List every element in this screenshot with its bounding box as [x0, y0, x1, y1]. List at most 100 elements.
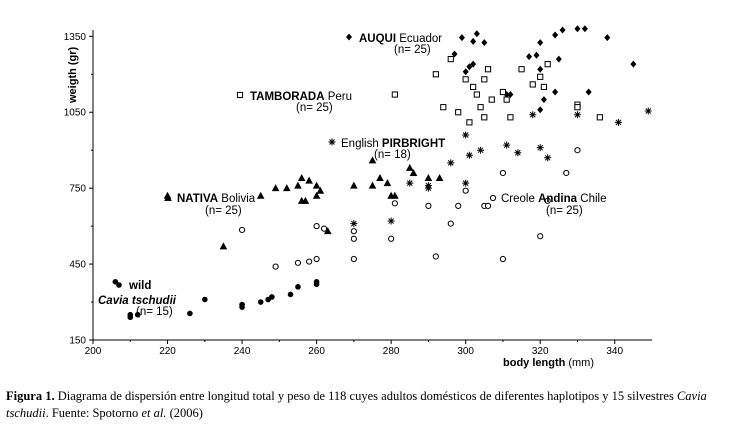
axes: [89, 30, 652, 344]
point-tamborada: [462, 76, 469, 83]
point-andina: [537, 233, 544, 240]
point-tamborada: [507, 114, 514, 121]
point-auqui: [533, 51, 540, 59]
point-pirbright: [614, 118, 622, 126]
point-tamborada: [518, 66, 525, 73]
point-auqui: [526, 53, 533, 61]
x-tick-label: 200: [85, 346, 102, 357]
point-auqui: [552, 88, 559, 96]
y-tick-label: 150: [69, 336, 86, 347]
svg-text:(n= 15): (n= 15): [136, 306, 173, 318]
series-nativa: [163, 156, 444, 250]
scatter-plot: 200 220 240 260 280 300 320 340 150 450 750 1050 135…: [64, 25, 652, 369]
svg-text:(n= 25): (n= 25): [205, 205, 242, 217]
point-andina: [388, 235, 395, 242]
point-wild: [202, 296, 208, 303]
point-auqui: [470, 37, 477, 45]
caption-text-b: . Fuente: Spotorno: [45, 406, 142, 420]
point-andina: [313, 255, 320, 263]
point-andina: [484, 202, 492, 209]
svg-text:NATIVA Bolivia: NATIVA Bolivia: [177, 193, 256, 205]
point-auqui: [604, 34, 611, 42]
y-axis-title: weigth (gr): [67, 46, 79, 104]
svg-text:(n= 18): (n= 18): [374, 149, 411, 161]
label-nativa: NATIVA Bolivia (n= 25): [177, 193, 256, 217]
point-wild: [313, 278, 320, 285]
point-andina: [313, 223, 320, 230]
point-tamborada: [473, 91, 480, 98]
point-auqui: [574, 25, 581, 33]
label-andina: Creole Andina Chile (n= 25): [501, 193, 606, 217]
point-tamborada: [529, 81, 536, 88]
series-tamborada: [391, 56, 603, 126]
tick-labels: 200 220 240 260 280 300 320 340 150 450 750 1050 135…: [64, 32, 624, 357]
point-tamborada: [477, 104, 484, 111]
point-auqui: [585, 88, 592, 96]
x-axis-title: body length (mm): [503, 357, 594, 369]
point-auqui: [462, 68, 469, 76]
point-tamborada: [574, 104, 581, 111]
point-pirbright: [447, 159, 455, 167]
label-auqui: AUQUI Ecuador (n= 25): [359, 33, 442, 56]
point-tamborada: [544, 61, 551, 68]
point-nativa: [409, 168, 418, 176]
point-andina: [499, 169, 507, 177]
point-nativa: [256, 191, 265, 199]
point-nativa: [368, 181, 377, 189]
point-auqui: [559, 26, 566, 34]
point-pirbright: [350, 220, 358, 228]
point-auqui: [481, 39, 488, 47]
point-pirbright: [387, 217, 395, 225]
point-tamborada: [488, 96, 495, 103]
caption-species: Cavia tschudii: [6, 389, 707, 420]
point-nativa: [368, 156, 377, 164]
point-auqui: [473, 30, 480, 38]
point-andina: [350, 235, 357, 242]
legend-marker-auqui: [346, 33, 352, 41]
point-wild: [187, 310, 193, 317]
series-andina: [238, 147, 581, 270]
point-nativa: [383, 179, 392, 187]
series-wild: [112, 278, 320, 321]
point-andina: [563, 169, 570, 177]
point-tamborada: [447, 56, 454, 63]
svg-text:Cavia tschudii: Cavia tschudii: [98, 295, 177, 307]
x-tick-label: 220: [159, 346, 176, 357]
point-andina: [350, 255, 357, 263]
legend-marker-pirbright: [328, 138, 336, 146]
point-auqui: [470, 60, 477, 68]
point-tamborada: [432, 71, 439, 78]
point-auqui: [555, 55, 562, 63]
point-nativa: [391, 191, 399, 199]
point-pirbright: [544, 154, 552, 162]
point-auqui: [552, 31, 559, 39]
svg-text:English PIRBRIGHT: English PIRBRIGHT: [341, 138, 445, 150]
point-andina: [306, 258, 313, 265]
point-pirbright: [424, 184, 432, 192]
point-tamborada: [481, 76, 488, 83]
svg-text:(n= 25): (n= 25): [546, 205, 583, 217]
point-tamborada: [455, 109, 462, 116]
point-nativa: [405, 163, 414, 171]
y-tick-label: 450: [69, 260, 86, 271]
point-andina: [238, 226, 246, 234]
point-pirbright: [477, 146, 485, 154]
point-tamborada: [503, 96, 510, 103]
point-auqui: [630, 60, 637, 68]
point-andina: [544, 197, 551, 204]
point-wild: [287, 291, 294, 298]
point-auqui: [537, 39, 544, 47]
point-auqui: [581, 25, 588, 33]
point-pirbright: [462, 131, 470, 139]
caption-text-c: (2006): [166, 406, 203, 420]
point-andina: [455, 202, 462, 209]
point-andina: [272, 263, 279, 270]
point-pirbright: [514, 149, 522, 157]
point-nativa: [424, 174, 433, 182]
svg-text:wild: wild: [128, 280, 151, 292]
legend-marker-andina: [489, 194, 497, 202]
point-andina: [350, 228, 357, 235]
svg-text:(n= 25): (n= 25): [394, 44, 431, 56]
point-auqui: [537, 65, 544, 73]
point-tamborada: [596, 114, 603, 121]
